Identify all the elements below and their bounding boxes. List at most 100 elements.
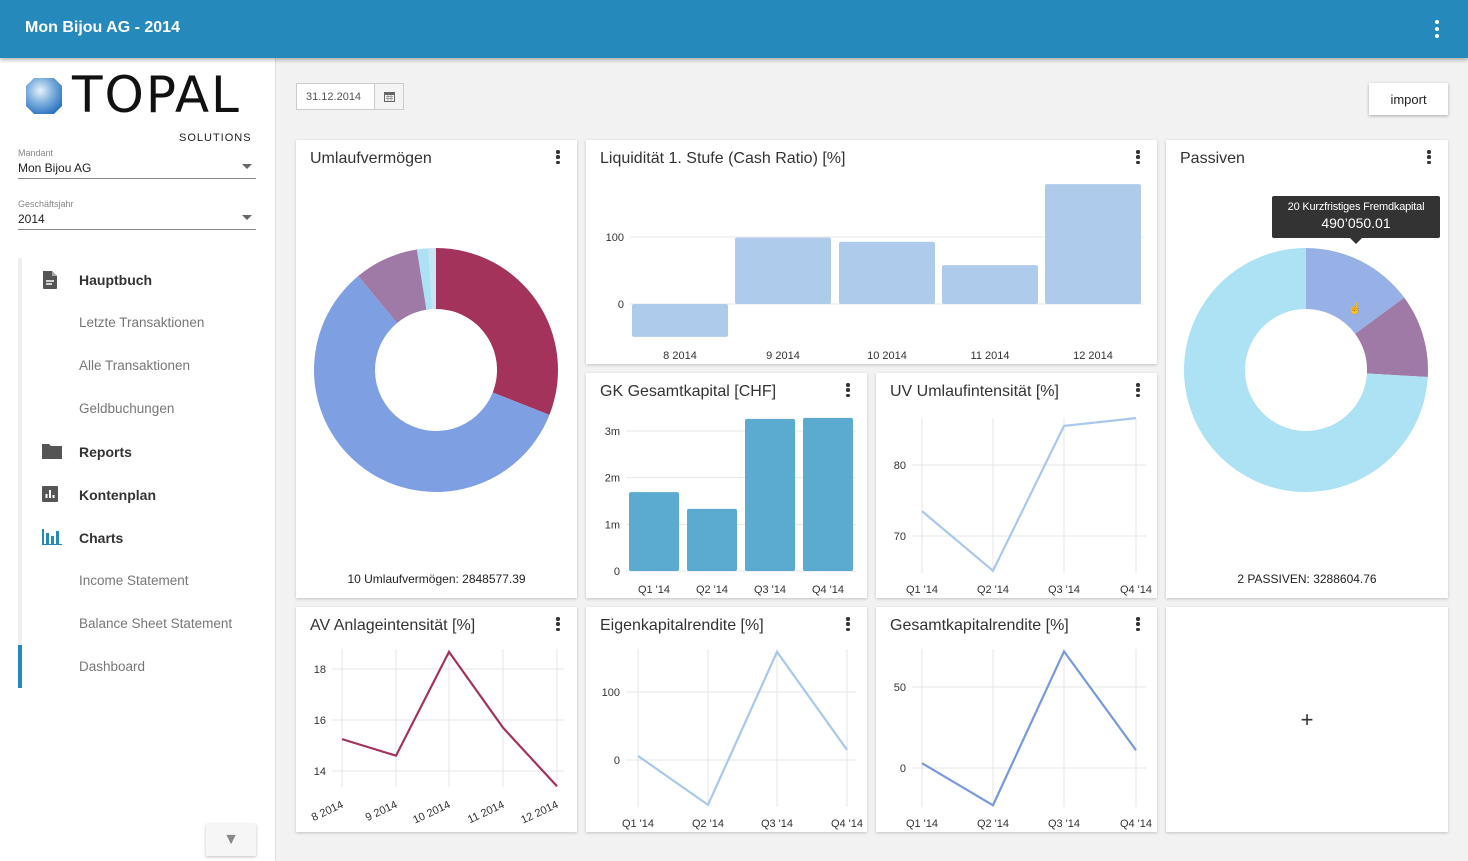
tooltip-value: 490’050.01 <box>1321 215 1391 231</box>
y-tick-label: 16 <box>314 715 326 727</box>
pie-slice[interactable] <box>1184 247 1428 492</box>
chart-uv: 70 80 Q1 '14 Q2 '14 Q3 '14 Q4 '14 <box>894 417 1152 596</box>
mandant-select[interactable]: Mandant Mon Bijou AG <box>18 148 256 179</box>
bar[interactable] <box>632 304 728 337</box>
sidebar-item-label: Geldbuchungen <box>79 401 175 416</box>
x-tick-label: 12 2014 <box>519 799 560 827</box>
chart-title: Passiven <box>1180 150 1245 167</box>
x-tick-label: 10 2014 <box>411 799 452 827</box>
chart-menu-icon[interactable] <box>555 150 561 164</box>
chart-title: Gesamtkapitalrendite [%] <box>890 617 1069 634</box>
sidebar-item-charts[interactable]: Charts <box>22 516 258 559</box>
chart-card-av: 14 16 18 8 2014 9 2014 10 2014 11 2014 12 2014 A… <box>296 607 577 832</box>
x-tick-label: 9 2014 <box>766 350 800 362</box>
bar-chart-icon <box>42 528 62 547</box>
calendar-icon <box>383 92 395 102</box>
date-picker[interactable]: 31.12.2014 <box>296 83 404 110</box>
sidebar-item-income-statement[interactable]: Income Statement <box>22 559 258 602</box>
sidebar-item-dashboard[interactable]: Dashboard <box>18 645 258 688</box>
chart-menu-icon[interactable] <box>1135 383 1141 397</box>
chart-card-gk: 0 1m 2m 3m Q1 '14 Q2 '14 Q3 '14 Q4 '14 GK Gesamt… <box>586 373 867 598</box>
y-tick-label: 18 <box>314 664 326 676</box>
chart-card-umlauf: Umlaufvermögen 10 Umlaufvermögen: 2848577… <box>296 140 577 598</box>
logo-text: TOPAL <box>72 66 241 124</box>
y-tick-label: 100 <box>606 232 624 244</box>
pie-slice[interactable] <box>436 248 558 415</box>
chart-title: UV Umlaufintensität [%] <box>890 383 1059 400</box>
y-tick-label: 0 <box>618 299 624 311</box>
pie-slice[interactable] <box>358 249 427 323</box>
sidebar-item-label: Alle Transaktionen <box>79 358 191 373</box>
chart-gk: 0 1m 2m 3m Q1 '14 Q2 '14 Q3 '14 Q4 '14 <box>605 417 856 596</box>
tooltip-label: 20 Kurzfristiges Fremdkapital <box>1287 201 1425 213</box>
chart-menu-icon[interactable] <box>845 617 851 631</box>
sidebar-item-alle-transaktionen[interactable]: Alle Transaktionen <box>22 344 258 387</box>
chart-menu-icon[interactable] <box>845 383 851 397</box>
more-menu-icon[interactable] <box>1434 20 1440 38</box>
chart-passiven: ☝ <box>1184 247 1428 492</box>
hand-cursor-icon: ☝ <box>1348 301 1362 315</box>
calendar-button[interactable] <box>375 84 403 109</box>
series-line <box>341 649 558 788</box>
sidebar-item-kontenplan[interactable]: Kontenplan <box>22 473 258 516</box>
y-tick-label: 0 <box>900 763 906 775</box>
chart-card-passiven: ☝ Passiven 2 PASSIVEN: 3288604.76 20 Kurzfr… <box>1166 140 1448 598</box>
pin-sidebar-button[interactable]: ▼ <box>206 824 256 856</box>
date-input[interactable]: 31.12.2014 <box>297 84 375 109</box>
sidebar-item-letzte-transaktionen[interactable]: Letzte Transaktionen <box>22 301 258 344</box>
sidebar-item-label: Dashboard <box>79 659 146 674</box>
logo-cube-icon <box>26 78 62 114</box>
bar[interactable] <box>745 418 795 571</box>
pie-slice[interactable] <box>416 248 433 310</box>
x-tick-label: Q4 '14 <box>1120 584 1152 596</box>
x-tick-label: Q1 '14 <box>906 818 938 830</box>
mandant-value: Mon Bijou AG <box>18 161 92 175</box>
sidebar-item-label: Balance Sheet Statement <box>79 616 233 631</box>
x-tick-label: 9 2014 <box>364 799 400 824</box>
chart-menu-icon[interactable] <box>555 617 561 631</box>
sidebar-item-hauptbuch[interactable]: Hauptbuch <box>22 258 258 301</box>
chart-umlauf <box>313 248 558 493</box>
topal-logo: TOPAL SOLUTIONS <box>24 66 251 144</box>
import-button[interactable]: import <box>1369 83 1448 115</box>
pie-slice[interactable] <box>313 275 550 493</box>
x-tick-label: Q2 '14 <box>977 818 1009 830</box>
x-tick-label: 10 2014 <box>867 350 907 362</box>
chart-title: AV Anlageintensität [%] <box>310 617 476 634</box>
bar[interactable] <box>629 492 679 571</box>
geschaeftsjahr-select[interactable]: Geschäftsjahr 2014 <box>18 199 256 230</box>
x-tick-label: 8 2014 <box>310 799 346 824</box>
sidebar-item-balance-sheet-statement[interactable]: Balance Sheet Statement <box>22 602 258 645</box>
pie-slice[interactable] <box>1306 248 1405 334</box>
chart-menu-icon[interactable] <box>1135 617 1141 631</box>
sidebar-item-label: Charts <box>79 529 124 546</box>
bar[interactable] <box>839 241 935 304</box>
geschaeftsjahr-value: 2014 <box>18 212 45 226</box>
add-widget-card[interactable]: + <box>1166 607 1448 832</box>
y-tick-label: 100 <box>602 687 620 699</box>
y-tick-label: 1m <box>605 519 620 531</box>
bar[interactable] <box>803 417 853 571</box>
x-tick-label: Q1 '14 <box>622 818 654 830</box>
bar[interactable] <box>942 265 1038 304</box>
y-tick-label: 70 <box>894 531 906 543</box>
chart-menu-icon[interactable] <box>1135 150 1141 164</box>
x-tick-label: Q2 '14 <box>696 584 728 596</box>
add-widget-button[interactable]: + <box>1300 706 1314 732</box>
x-tick-label: 12 2014 <box>1073 350 1113 362</box>
pie-slice[interactable] <box>1355 297 1428 377</box>
x-tick-label: 11 2014 <box>971 350 1010 362</box>
x-tick-label: Q4 '14 <box>1120 818 1152 830</box>
sidebar-item-geldbuchungen[interactable]: Geldbuchungen <box>22 387 258 430</box>
sidebar-nav: Hauptbuch Letzte Transaktionen Alle Transa… <box>18 258 258 688</box>
pie-slice[interactable] <box>428 248 436 310</box>
bar[interactable] <box>1045 184 1141 304</box>
chart-menu-icon[interactable] <box>1426 150 1432 164</box>
sidebar-item-reports[interactable]: Reports <box>22 430 258 473</box>
sidebar-item-label: Hauptbuch <box>79 271 153 288</box>
y-tick-label: 14 <box>314 766 326 778</box>
bar[interactable] <box>687 508 737 571</box>
bar[interactable] <box>735 237 831 304</box>
chart-tooltip: 20 Kurzfristiges Fremdkapital 490’050.01 <box>1272 196 1440 244</box>
logo-subtext: SOLUTIONS <box>179 132 252 144</box>
